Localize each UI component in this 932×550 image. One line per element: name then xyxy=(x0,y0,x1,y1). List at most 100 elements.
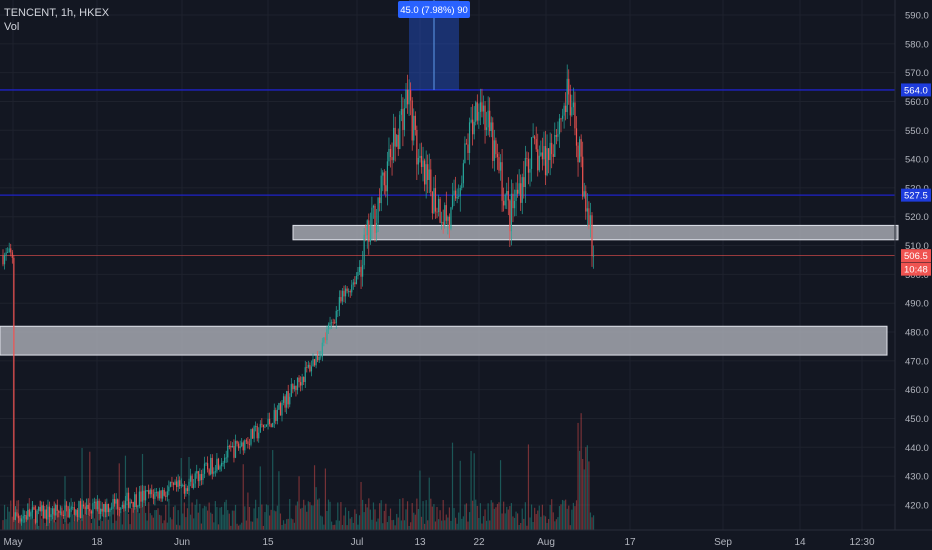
volume-bar xyxy=(115,520,117,530)
candle-body xyxy=(231,445,233,448)
candle-body xyxy=(344,288,347,297)
volume-bar xyxy=(489,520,491,530)
candle-body xyxy=(369,225,371,242)
support-zone[interactable] xyxy=(0,325,888,356)
candle-body xyxy=(554,134,556,157)
time-tick-label: Sep xyxy=(714,537,732,548)
volume-bar xyxy=(286,519,288,530)
volume-bar xyxy=(430,498,432,530)
candle-body xyxy=(193,483,195,488)
candle-body xyxy=(375,222,378,233)
candle-body xyxy=(174,481,176,485)
candle-body xyxy=(481,102,483,112)
volume-bar xyxy=(225,499,227,530)
volume-bar xyxy=(238,525,240,530)
candle-body xyxy=(396,134,398,147)
volume-bar xyxy=(324,468,326,530)
volume-bar xyxy=(591,517,593,530)
volume-bar xyxy=(79,519,82,530)
support-zone[interactable] xyxy=(292,224,899,241)
time-axis[interactable]: May 18 Jun 15 Jul 13 22 Aug 17 Sep 14 12:30 xyxy=(4,537,875,548)
candle-body xyxy=(123,504,125,509)
candle-body xyxy=(430,169,432,192)
candle-body xyxy=(259,423,261,433)
candle-body xyxy=(509,200,511,232)
candle-body xyxy=(403,108,406,130)
volume-bar xyxy=(326,511,328,530)
volume-bar xyxy=(580,413,582,530)
volume-bar xyxy=(242,464,244,530)
candle-body xyxy=(293,385,295,390)
candle-body xyxy=(248,443,251,445)
candle-body xyxy=(551,142,553,155)
candle-body xyxy=(256,426,258,439)
time-tick-label: 13 xyxy=(414,537,426,548)
volume-bar xyxy=(172,506,175,530)
volume-bar xyxy=(96,506,99,530)
time-tick-label: 18 xyxy=(91,537,103,548)
candle-body xyxy=(565,105,567,113)
volume-bar xyxy=(176,524,178,530)
volume-bar xyxy=(592,515,595,530)
candle-body xyxy=(30,512,32,517)
candle-body xyxy=(405,89,407,109)
measure-tool[interactable]: 45.0 (7.98%) 90 xyxy=(398,0,470,90)
candle-body xyxy=(377,197,379,223)
volume-bar xyxy=(207,510,209,530)
candle-body xyxy=(115,499,117,504)
candle-body xyxy=(548,148,550,161)
volume-bar xyxy=(259,466,261,530)
candle-body xyxy=(211,457,213,474)
horizontal-price-lines[interactable] xyxy=(0,89,895,256)
volume-bar xyxy=(534,507,536,530)
volume-bar xyxy=(527,444,530,530)
volume-bar xyxy=(372,502,375,530)
volume-bar xyxy=(419,470,421,530)
volume-bar xyxy=(241,522,243,530)
volume-bar xyxy=(106,505,108,530)
candle-body xyxy=(371,207,373,226)
candle-body xyxy=(183,484,185,494)
volume-bar xyxy=(439,510,441,530)
volume-bar xyxy=(182,513,184,530)
candle-body xyxy=(92,503,94,514)
candle-body xyxy=(33,507,35,510)
volume-bar xyxy=(279,513,282,530)
volume-bar xyxy=(233,510,235,530)
volume-bar xyxy=(397,517,399,530)
candle-body xyxy=(38,507,40,511)
candle-body xyxy=(65,505,68,507)
candle-body xyxy=(225,457,227,459)
candle-body xyxy=(282,396,285,403)
candle-body xyxy=(582,156,584,197)
volume-bar xyxy=(437,519,440,530)
volume-bar xyxy=(548,519,550,530)
volume-bar xyxy=(265,504,268,530)
candle-body xyxy=(453,190,455,195)
volume-bar xyxy=(148,502,150,530)
candle-body xyxy=(72,507,74,509)
volume-bar xyxy=(442,500,444,530)
volume-bar xyxy=(10,500,12,530)
candle-body xyxy=(298,377,300,383)
volume-bar xyxy=(405,509,407,530)
candle-body xyxy=(455,190,457,199)
volume-bar xyxy=(456,523,458,530)
volume-bar xyxy=(335,520,337,530)
volume-bar xyxy=(213,522,215,530)
candle-body xyxy=(320,356,322,358)
candle-body xyxy=(312,359,314,367)
candle-body xyxy=(42,505,44,519)
candle-body xyxy=(585,191,587,212)
candle-body xyxy=(166,491,168,497)
candle-body xyxy=(507,191,509,201)
candle-body xyxy=(498,157,500,171)
support-zones[interactable] xyxy=(0,224,899,356)
volume-bar xyxy=(537,510,539,530)
volume-bar xyxy=(501,513,503,530)
candle-body xyxy=(244,440,246,451)
volume-bar xyxy=(103,509,105,530)
volume-bar xyxy=(507,509,509,530)
candle-body xyxy=(476,102,478,121)
